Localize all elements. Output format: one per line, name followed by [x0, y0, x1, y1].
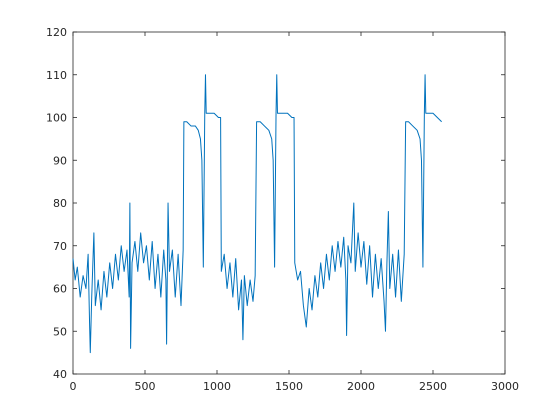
plot-box: [72, 31, 506, 375]
data-line: [72, 74, 442, 354]
y-tick-label: 120: [46, 26, 67, 39]
x-tick-label: 1500: [275, 380, 303, 393]
x-tick-label: 1000: [203, 380, 231, 393]
y-tick-label: 70: [53, 240, 67, 253]
x-tick-label: 2000: [347, 380, 375, 393]
x-tick-label: 3000: [491, 380, 519, 393]
x-tick-label: 500: [135, 380, 156, 393]
x-tick-label: 2500: [419, 380, 447, 393]
y-tick-label: 110: [46, 69, 67, 82]
y-tick-label: 90: [53, 154, 67, 167]
y-tick-label: 40: [53, 368, 67, 381]
y-tick-label: 80: [53, 197, 67, 210]
y-tick-label: 60: [53, 283, 67, 296]
y-tick-label: 100: [46, 112, 67, 125]
x-tick-label: 0: [70, 380, 77, 393]
y-tick-label: 50: [53, 325, 67, 338]
